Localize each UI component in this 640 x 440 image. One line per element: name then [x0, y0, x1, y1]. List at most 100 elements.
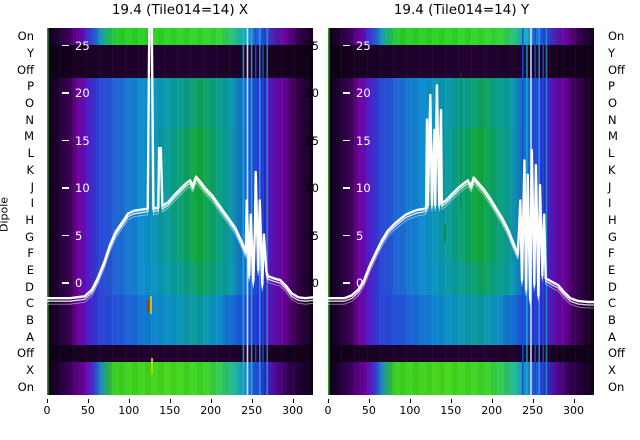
heatmap-panel-x: 25 20 15 10 5 0 [47, 28, 313, 395]
x-tick-label-250: 250 [522, 404, 544, 417]
x-tick-mark [47, 399, 48, 403]
x-tick-label-150: 150 [159, 404, 181, 417]
power-curve [47, 30, 313, 302]
dipole-label-left-j-9: J [30, 179, 34, 194]
dipole-label-right-p-3: P [608, 79, 615, 94]
heatmap-row-on-21 [47, 378, 313, 395]
dipole-label-right-a-18: A [608, 329, 616, 344]
dipole-label-left-c-16: C [25, 296, 34, 311]
heatmap-row-c-16 [47, 294, 313, 313]
power-tick-inner-0: 0 [62, 275, 82, 291]
tick-dash [343, 92, 350, 94]
power-tick-secondary-15: 15 [304, 133, 319, 148]
dipole-label-left-y-1: Y [26, 46, 34, 60]
panel-y-title: 19.4 (Tile014=14) Y [393, 2, 530, 18]
dipole-label-left-l-7: L [27, 146, 34, 161]
dipole-label-right-x-20: X [608, 363, 616, 377]
heatmap-row-o-4 [47, 94, 313, 112]
heatmap-row-l-7 [47, 144, 313, 163]
heatmap-row-y-1 [47, 44, 313, 62]
dipole-label-left-x-20: X [26, 363, 34, 377]
tick-dash [62, 139, 69, 142]
dipole-label-left-f-13: F [27, 246, 34, 261]
power-tick-inner-10: 10 [343, 180, 371, 196]
x-tick-mark [128, 399, 130, 403]
x-tick-label-150: 150 [440, 404, 462, 417]
x-tick-label-300: 300 [563, 404, 584, 417]
x-tick-label-0: 0 [324, 404, 332, 417]
x-tick-mark [210, 399, 212, 403]
heatmap-row-x-20 [47, 361, 313, 379]
x-tick-mark [409, 399, 411, 403]
tick-dash [343, 44, 350, 47]
dipole-label-right-f-13: F [608, 246, 615, 261]
dipole-label-left-a-18: A [26, 329, 34, 344]
x-tick-label-100: 100 [118, 404, 140, 417]
heatmap-row-j-9 [47, 178, 313, 196]
x-tick-mark [491, 399, 493, 403]
power-tick-secondary-0: 0 [311, 276, 319, 290]
power-tick-inner-15: 15 [62, 133, 90, 149]
heatmap-row-b-17 [47, 311, 313, 329]
dipole-label-left-b-17: B [26, 312, 34, 327]
heatmap-row-on-0 [47, 28, 313, 46]
power-tick-value: 0 [356, 276, 364, 290]
dipole-label-right-b-17: B [608, 312, 616, 327]
heatmap-row-a-18 [47, 328, 313, 346]
x-tick-mark [251, 399, 253, 403]
dipole-label-right-d-15: D [608, 279, 617, 294]
dipole-label-left-h-11: H [25, 212, 34, 227]
x-tick-label-250: 250 [241, 404, 263, 417]
power-tick-inner-20: 20 [62, 85, 90, 101]
overlay-curve-svg [47, 28, 313, 395]
x-tick-label-100: 100 [399, 404, 421, 417]
dipole-label-left-p-3: P [27, 79, 34, 94]
x-tick-label-0: 0 [43, 404, 51, 417]
power-tick-value: 5 [75, 228, 83, 243]
power-tick-inner-5: 5 [343, 228, 363, 244]
tick-dash [343, 282, 350, 284]
power-tick-value: 20 [356, 86, 371, 100]
dipole-label-left-d-15: D [25, 279, 34, 294]
heatmap-row-p-3 [47, 78, 313, 96]
dipole-label-left-m-6: M [24, 129, 34, 144]
power-tick-value: 15 [75, 133, 90, 148]
heatmap-texture [47, 28, 313, 395]
power-tick-inner-0: 0 [343, 275, 363, 291]
dipole-label-left-on-21: On [17, 379, 34, 394]
power-tick-inner-25: 25 [62, 38, 90, 54]
power-tick-value: 20 [75, 86, 90, 100]
power-tick-secondary-20: 20 [304, 86, 319, 100]
dipole-label-left-on-0: On [17, 29, 34, 44]
dipole-label-left-off-19: Off [17, 346, 34, 361]
power-tick-inner-25: 25 [343, 38, 371, 54]
tick-dash [343, 139, 350, 142]
power-tick-inner-20: 20 [343, 85, 371, 101]
x-tick-mark [573, 399, 575, 403]
power-curve [328, 87, 594, 306]
dipole-label-left-e-14: E [26, 262, 34, 277]
tick-dash [343, 234, 350, 237]
dipole-label-left-g-12: G [25, 229, 34, 244]
power-tick-inner-5: 5 [62, 228, 82, 244]
heatmap-row-k-8 [47, 161, 313, 179]
dipole-label-left-k-8: K [26, 162, 34, 177]
dipole-label-right-off-2: Off [608, 62, 625, 77]
heatmap-row-off-19 [47, 344, 313, 363]
dipole-label-right-n-5: N [608, 112, 617, 127]
power-curve [47, 28, 313, 300]
tick-dash [62, 44, 69, 47]
dipole-label-right-i-10: I [608, 196, 612, 211]
tick-dash [62, 187, 69, 189]
power-tick-secondary-25: 25 [304, 38, 319, 53]
x-tick-label-50: 50 [80, 404, 95, 417]
dipole-label-left-i-10: I [30, 196, 34, 211]
x-tick-mark [328, 399, 329, 403]
x-tick-mark [532, 399, 534, 403]
power-tick-value: 25 [75, 38, 90, 53]
x-tick-mark [368, 399, 370, 403]
dipole-label-right-on-21: On [608, 379, 625, 394]
x-tick-mark [87, 399, 89, 403]
dipole-label-right-on-0: On [608, 29, 625, 44]
power-tick-value: 5 [356, 228, 364, 243]
